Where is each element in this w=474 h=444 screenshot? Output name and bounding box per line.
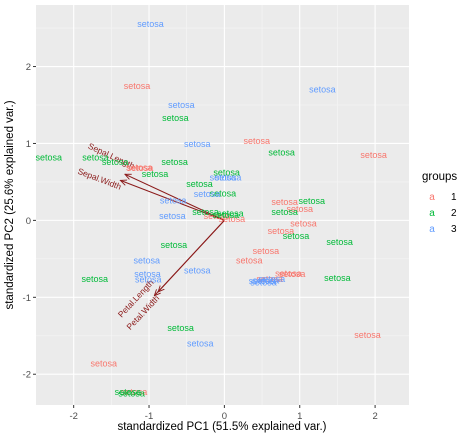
data-point-label: setosa	[192, 207, 219, 217]
legend-label: 2	[451, 208, 457, 219]
x-tick-label: -2	[69, 411, 77, 422]
data-point-label: setosa	[124, 81, 151, 91]
y-tick-label: 1	[26, 139, 31, 150]
y-tick-label: 0	[26, 216, 31, 227]
legend: groups a 1 a 2 a 3	[422, 171, 457, 235]
data-point-label: setosa	[354, 330, 381, 340]
data-point-label: setosa	[134, 269, 161, 279]
x-tick-label: 1	[297, 411, 302, 422]
y-tick-label: 2	[26, 62, 31, 73]
loading-arrow	[158, 220, 225, 292]
data-point-label: setosa	[82, 274, 109, 284]
data-point-label: setosa	[290, 218, 317, 228]
data-point-label: setosa	[309, 85, 336, 95]
data-point-label: setosa	[127, 163, 154, 173]
legend-key: a	[429, 192, 435, 203]
data-point-label: setosa	[256, 274, 283, 284]
data-point-label: setosa	[244, 136, 271, 146]
data-point-label: setosa	[184, 139, 211, 149]
loading-arrow	[125, 174, 225, 221]
data-point-label: setosa	[299, 196, 326, 206]
axis-layer: -2 -1 0 1 2 -2 -1 0 1 2	[23, 62, 378, 422]
legend-title: groups	[422, 171, 457, 183]
data-point-label: setosa	[268, 226, 295, 236]
data-point-label: setosa	[249, 276, 276, 286]
point-layer: setosasetosasetosasetosasetosasetosaseto…	[36, 19, 387, 398]
data-point-label: setosa	[271, 207, 298, 217]
data-point-label: setosa	[118, 388, 145, 398]
data-point-label: setosa	[186, 179, 213, 189]
x-tick-label: 2	[372, 411, 377, 422]
data-point-label: setosa	[268, 148, 295, 158]
data-point-label: setosa	[279, 269, 306, 279]
data-point-label: setosa	[159, 211, 186, 221]
data-point-label: setosa	[126, 162, 153, 172]
y-tick-label: -2	[23, 370, 31, 381]
data-point-label: setosa	[210, 188, 237, 198]
data-point-label: setosa	[213, 168, 240, 178]
y-tick-label: -1	[23, 293, 31, 304]
x-tick-label: -1	[145, 411, 153, 422]
data-point-label: setosa	[167, 323, 194, 333]
data-point-label: setosa	[162, 113, 189, 123]
data-point-label: setosa	[286, 204, 313, 214]
data-point-label: setosa	[204, 211, 231, 221]
legend-label: 1	[451, 192, 457, 203]
data-point-label: setosa	[210, 172, 237, 182]
loading-arrow	[120, 180, 225, 221]
x-tick-label: 0	[222, 411, 227, 422]
data-point-label: setosa	[91, 358, 118, 368]
data-point-label: setosa	[168, 100, 195, 110]
data-point-label: setosa	[161, 240, 188, 250]
data-point-label: setosa	[161, 157, 188, 167]
data-point-label: setosa	[213, 210, 240, 220]
data-point-label: setosa	[134, 255, 161, 265]
data-point-label: setosa	[115, 387, 142, 397]
data-point-label: setosa	[184, 265, 211, 275]
data-point-label: setosa	[271, 197, 298, 207]
data-point-label: setosa	[121, 387, 148, 397]
legend-key: a	[429, 224, 435, 235]
legend-key: a	[429, 208, 435, 219]
x-axis-title: standardized PC1 (51.5% explained var.)	[117, 421, 326, 433]
data-point-label: setosa	[82, 152, 109, 162]
data-point-label: setosa	[283, 231, 310, 241]
data-point-label: setosa	[259, 274, 286, 284]
data-point-label: setosa	[36, 152, 63, 162]
data-point-label: setosa	[160, 195, 187, 205]
grid-layer	[36, 5, 409, 405]
data-point-label: setosa	[326, 237, 353, 247]
y-axis-title: standardized PC2 (25.6% explained var.)	[4, 100, 16, 309]
panel-background	[36, 5, 409, 405]
data-point-label: setosa	[253, 246, 280, 256]
data-point-label: setosa	[275, 268, 302, 278]
data-point-label: setosa	[324, 273, 351, 283]
data-point-label: setosa	[142, 169, 169, 179]
data-point-label: setosa	[250, 278, 277, 288]
legend-label: 3	[451, 224, 457, 235]
data-point-label: setosa	[217, 208, 244, 218]
data-point-label: setosa	[102, 157, 129, 167]
data-point-label: setosa	[236, 255, 263, 265]
data-point-label: setosa	[215, 172, 242, 182]
data-point-label: setosa	[137, 19, 164, 29]
data-point-label: setosa	[219, 214, 246, 224]
data-point-label: setosa	[253, 275, 280, 285]
data-point-label: setosa	[360, 150, 387, 160]
data-point-label: setosa	[135, 275, 162, 285]
data-point-label: setosa	[187, 338, 214, 348]
data-point-label: setosa	[194, 189, 221, 199]
